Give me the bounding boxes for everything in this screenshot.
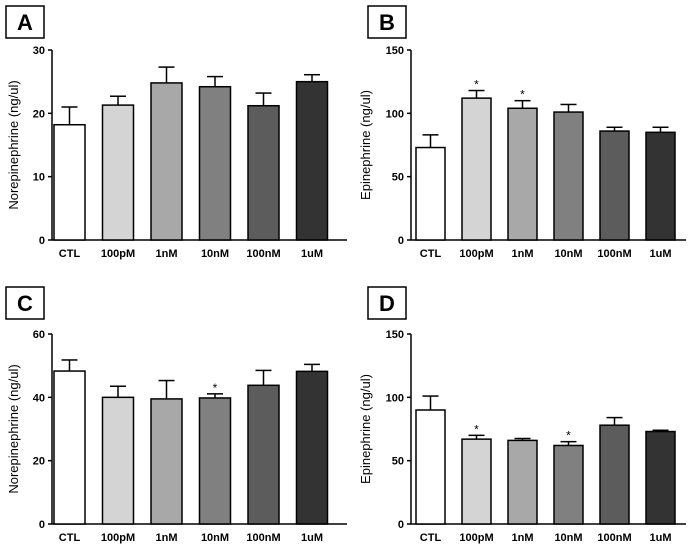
y-tick-label: 100 [386,108,404,120]
bar-CTL [53,370,86,525]
bar-100nM [247,384,280,525]
y-tick-label: 150 [386,45,404,57]
bar-10nM [553,111,584,241]
y-tick-label: 20 [33,456,45,468]
bar-100pM [461,438,492,525]
bar-100nM [599,130,630,241]
panel-C: C 0 20 40 60 Norepinephrine (ng/ul) CTL 100pM 1n… [5,286,347,544]
bar-1nM [507,107,538,241]
y-axis-label: Epinephrine (ng/ul) [358,374,373,484]
significance-marker: * [213,381,218,395]
bar-1uM [295,370,329,525]
bar-1uM [295,80,329,241]
panel-B: B 0 50 100 150 Epinephrine (ng/ul) CTL 100pM * 1n… [358,5,686,260]
x-tick-label: 10nM [201,248,229,260]
panel-label: D [379,291,395,316]
x-tick-label: 10nM [554,532,582,544]
x-tick-label: 1uM [301,248,323,260]
x-tick-label: 100pM [459,248,493,260]
x-tick-label: 100nM [246,532,280,544]
x-tick-label: 100nM [597,248,631,260]
x-tick-label: CTL [59,248,81,260]
y-axis-label: Norepinephrine (ng/ul) [6,364,21,493]
y-tick-label: 40 [33,392,45,404]
bar-1nM [507,439,538,525]
y-tick-label: 20 [33,108,45,120]
bar-100pM [461,97,492,241]
y-tick-label: 50 [392,172,404,184]
panel-label-box [367,286,407,320]
x-tick-label: 1uM [650,248,672,260]
y-tick-label: 100 [386,392,404,404]
x-tick-label: 1uM [301,532,323,544]
bar-10nM [198,397,232,525]
x-tick-label: 100nM [246,248,280,260]
bar-100nM [247,104,280,241]
y-tick-label: 60 [33,329,45,341]
y-tick-label: 0 [39,235,45,247]
bar-1uM [645,430,676,525]
significance-marker: * [474,422,479,436]
panel-label: C [17,291,33,316]
panel-label-box [5,5,45,39]
panel-label: B [379,10,395,35]
significance-marker: * [566,429,571,443]
panel-label-box [367,5,407,39]
x-tick-label: 1nM [156,532,178,544]
bar-CTL [415,146,446,241]
bar-1nM [150,398,183,525]
x-tick-label: 1uM [650,532,672,544]
significance-marker: * [474,78,479,92]
y-tick-label: 50 [392,456,404,468]
y-tick-label: 0 [398,519,404,531]
bar-1uM [645,131,676,241]
y-axis-label: Epinephrine (ng/ul) [358,90,373,200]
y-axis-label: Norepinephrine (ng/ul) [6,80,21,209]
panel-A: A 0 10 20 30 Norepinephrine (ng/ul) CTL 100pM 1n… [5,5,347,260]
x-tick-label: 1nM [512,248,534,260]
bar-CTL [415,409,446,525]
panel-label-box [5,286,45,320]
x-tick-label: 100pM [101,248,135,260]
x-tick-label: CTL [420,248,442,260]
significance-marker: * [520,88,525,102]
bar-100pM [101,396,135,525]
bar-10nM [553,444,584,525]
x-tick-label: 1nM [156,248,178,260]
panel-label: A [17,10,33,35]
x-tick-label: 100nM [597,532,631,544]
y-tick-label: 30 [33,45,45,57]
panel-D: D 0 50 100 150 Epinephrine (ng/ul) CTL 100pM * 1n… [358,286,686,544]
x-tick-label: 1nM [512,532,534,544]
bar-100pM [101,104,135,241]
y-tick-label: 150 [386,329,404,341]
x-tick-label: CTL [420,532,442,544]
bar-10nM [198,85,232,241]
x-tick-label: 100pM [459,532,493,544]
x-tick-label: CTL [59,532,81,544]
x-tick-label: 100pM [101,532,135,544]
bar-100nM [599,424,630,525]
y-tick-label: 10 [33,172,45,184]
bar-CTL [53,123,86,241]
x-tick-label: 10nM [554,248,582,260]
bar-1nM [150,82,183,241]
y-tick-label: 0 [39,519,45,531]
y-tick-label: 0 [398,235,404,247]
x-tick-label: 10nM [201,532,229,544]
